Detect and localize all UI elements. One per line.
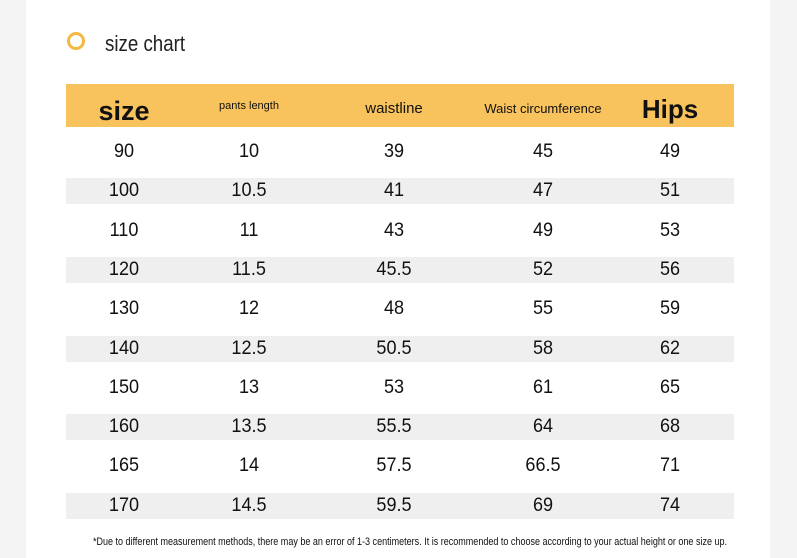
table-cell: 65 [659, 376, 681, 398]
table-cell: 51 [659, 180, 681, 202]
title: size chart [105, 31, 186, 56]
table-cell: 53 [383, 376, 405, 398]
row-stripe [66, 178, 734, 205]
table-cell: 43 [383, 219, 405, 241]
table-cell: 61 [532, 376, 554, 398]
table-header [66, 84, 734, 127]
table-cell: 110 [109, 219, 139, 241]
column-header: Hips [641, 94, 699, 124]
column-header: Waist circumference [484, 101, 602, 116]
row-stripe [66, 492, 734, 519]
footnote: *Due to different measurement methods, t… [92, 536, 728, 548]
table-cell: 49 [659, 141, 681, 162]
table-cell: 59 [659, 298, 681, 320]
table-cell: 150 [108, 376, 140, 398]
table-cell: 57.5 [376, 455, 412, 477]
table-cell: 12.5 [231, 337, 267, 359]
table-cell: 90 [113, 141, 135, 162]
table-cell: 120 [108, 258, 140, 280]
table-cell: 45 [532, 141, 554, 162]
table-cell: 10 [238, 141, 260, 162]
table-cell: 11 [239, 219, 259, 241]
table-cell: 62 [659, 337, 681, 359]
table-cell: 13.5 [231, 416, 267, 438]
table-cell: 170 [108, 494, 140, 516]
table-cell: 53 [659, 219, 681, 241]
column-header: size [98, 96, 150, 126]
table-cell: 49 [532, 219, 554, 241]
row-stripe [66, 335, 734, 362]
table-cell: 13 [238, 376, 260, 398]
title-icon [67, 32, 85, 50]
table-cell: 14 [238, 455, 260, 477]
table-cell: 47 [532, 180, 554, 202]
table-cell: 48 [383, 298, 405, 320]
table-cell: 71 [659, 455, 681, 477]
row-stripe [66, 256, 734, 283]
table-cell: 45.5 [376, 258, 412, 280]
table-cell: 140 [108, 337, 140, 359]
table-cell: 14.5 [231, 494, 267, 516]
table-cell: 55 [532, 298, 554, 320]
table-cell: 165 [108, 455, 140, 477]
table-cell: 64 [532, 416, 554, 438]
table-cell: 52 [532, 258, 554, 280]
table-cell: 130 [108, 298, 140, 320]
page: size chart *Due to different measurement… [26, 0, 770, 558]
table-cell: 68 [659, 416, 681, 438]
table-cell: 12 [238, 298, 260, 320]
table-cell: 55.5 [376, 416, 412, 438]
table-cell: 59.5 [376, 494, 412, 516]
row-stripe [66, 414, 734, 441]
table-cell: 100 [108, 180, 140, 202]
table-cell: 74 [659, 494, 681, 516]
table-cell: 66.5 [525, 455, 561, 477]
table-cell: 39 [383, 141, 405, 162]
table-cell: 10.5 [231, 180, 267, 202]
column-header: waistline [365, 100, 423, 117]
table-cell: 56 [659, 258, 681, 280]
table-cell: 160 [108, 416, 140, 438]
table-cell: 50.5 [376, 337, 412, 359]
table-cell: 58 [532, 337, 554, 359]
table-cell: 69 [532, 494, 554, 516]
column-header: pants length [219, 100, 279, 112]
table-cell: 11.5 [232, 258, 266, 280]
table-cell: 41 [383, 180, 405, 202]
